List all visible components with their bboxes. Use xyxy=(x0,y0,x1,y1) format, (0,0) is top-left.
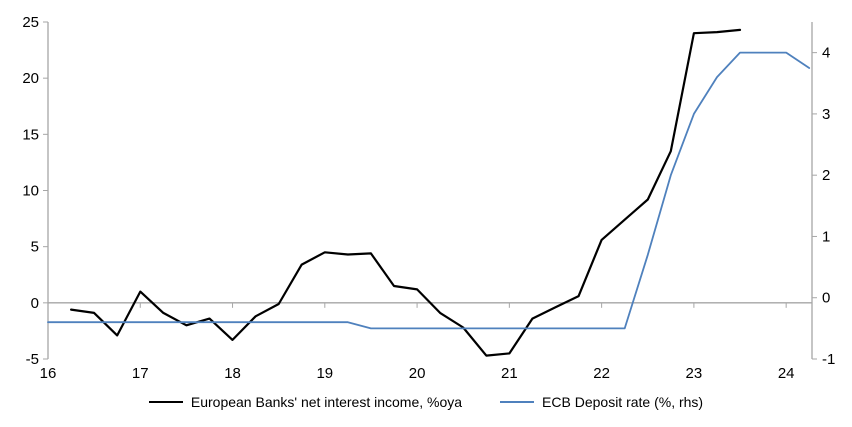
right-axis-tick-label: 3 xyxy=(822,106,830,123)
series-line-net-interest-income xyxy=(69,28,742,357)
left-axis-tick-label: 10 xyxy=(22,183,39,200)
series-line-ecb-deposit-rate xyxy=(47,51,811,330)
left-axis-tick-label: 0 xyxy=(31,295,39,312)
x-axis-tick-label: 18 xyxy=(224,365,241,382)
right-axis-tick-label: -1 xyxy=(822,351,835,368)
legend-item-net-interest-income: European Banks' net interest income, %oy… xyxy=(148,394,463,410)
blue-line-swatch-icon xyxy=(500,401,535,403)
left-axis-tick-label: 25 xyxy=(22,14,39,31)
x-axis-tick-label: 19 xyxy=(316,365,333,382)
left-axis-tick-label: 15 xyxy=(22,126,39,143)
black-line-swatch-icon xyxy=(148,401,183,403)
right-axis-tick-label: 1 xyxy=(822,228,830,245)
x-axis-tick-label: 20 xyxy=(409,365,426,382)
x-axis-tick-label: 23 xyxy=(686,365,703,382)
legend-label-net-interest-income: European Banks' net interest income, %oy… xyxy=(190,394,463,410)
x-axis-tick-label: 16 xyxy=(40,365,57,382)
right-axis-tick-label: 2 xyxy=(822,167,830,184)
legend-label-ecb-deposit-rate: ECB Deposit rate (%, rhs) xyxy=(542,394,704,410)
left-axis-tick-label: 5 xyxy=(31,239,39,256)
x-axis-tick-label: 24 xyxy=(778,365,795,382)
chart-legend: European Banks' net interest income, %oy… xyxy=(0,394,852,410)
x-axis-tick-label: 22 xyxy=(593,365,610,382)
legend-item-ecb-deposit-rate: ECB Deposit rate (%, rhs) xyxy=(500,394,703,410)
right-axis-tick-label: 4 xyxy=(822,45,830,62)
x-axis-tick-label: 21 xyxy=(501,365,518,382)
x-axis-tick-label: 17 xyxy=(132,365,149,382)
left-axis-tick-label: 20 xyxy=(22,70,39,87)
left-axis-tick-label: -5 xyxy=(26,351,39,368)
right-axis-tick-label: 0 xyxy=(822,290,830,307)
